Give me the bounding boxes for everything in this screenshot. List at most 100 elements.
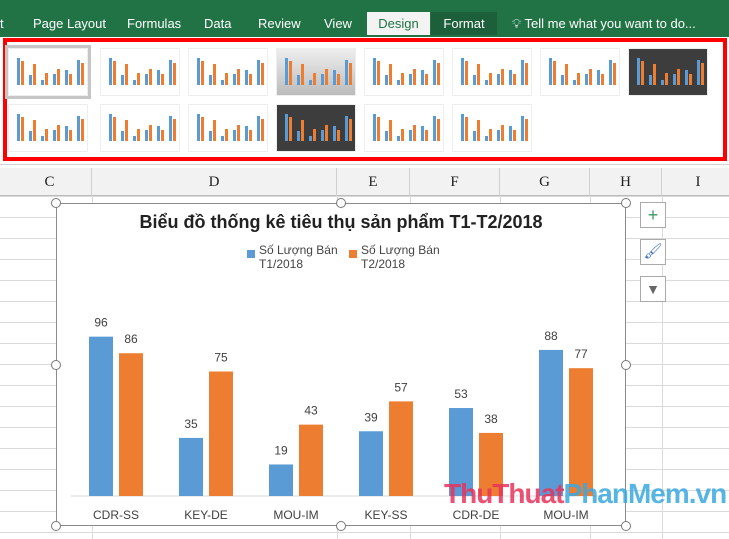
thumbnail-bar [501,125,504,141]
thumbnail-bar [549,58,552,85]
chart-style-thumbnail[interactable] [188,48,268,96]
chart-style-thumbnail[interactable] [452,104,532,152]
bar-2[interactable] [209,371,233,497]
thumbnail-bar [553,60,556,85]
thumbnail-bar [161,74,164,85]
chart-style-thumbnail[interactable] [100,104,180,152]
chart-style-thumbnail[interactable] [100,48,180,96]
chart-style-thumbnail[interactable] [5,45,91,99]
thumbnail-bar [437,119,440,141]
thumbnail-bar [525,119,528,141]
column-header-D[interactable]: D [92,168,337,196]
bar-2[interactable] [569,368,593,496]
grid-line [662,196,663,539]
resize-handle[interactable] [621,198,631,208]
tab-file[interactable]: t [0,16,4,31]
resize-handle[interactable] [621,359,631,370]
bar-1[interactable] [539,349,563,496]
bar-1[interactable] [89,336,113,496]
thumbnail-bar [565,64,568,85]
filter-icon: ▼ [646,281,660,297]
chart-elements-button[interactable]: + [640,202,666,228]
thumbnail-bar [425,74,428,85]
data-label: 43 [304,404,318,418]
column-header-I[interactable]: I [662,168,729,196]
thumbnail-bar [249,130,252,141]
chart-style-thumbnail[interactable] [540,48,620,96]
bar-2[interactable] [299,424,323,496]
thumbnail-bar [309,79,312,85]
thumbnail-bar [113,60,116,85]
column-header-E[interactable]: E [337,168,410,196]
chart-style-thumbnail[interactable] [276,48,356,96]
thumbnail-bar [29,75,32,85]
thumbnail-bar [413,69,416,85]
bar-1[interactable] [179,437,203,496]
column-header-G[interactable]: G [500,168,590,196]
thumbnail-bar [509,126,512,141]
column-header-F[interactable]: F [410,168,500,196]
chart-style-thumbnail[interactable] [628,48,708,96]
bar-2[interactable] [389,401,413,496]
tab-formulas[interactable]: Formulas [127,16,182,31]
tab-review[interactable]: Review [258,16,301,31]
chart[interactable]: Biểu đồ thống kê tiêu thụ sản phẩm T1-T2… [56,203,626,526]
tab-design[interactable]: Design [367,12,430,35]
resize-handle[interactable] [51,198,61,208]
thumbnail-bar [53,74,56,85]
resize-handle[interactable] [336,198,346,208]
thumbnail-bar [437,63,440,85]
tab-view[interactable]: View [324,16,352,31]
data-label: 19 [274,443,288,457]
chart-styles-button[interactable]: 🖌︎ [640,239,666,265]
legend-item-t2[interactable]: Số Lượng Bán T2/2018 [349,243,456,271]
chart-style-thumbnail[interactable] [364,48,444,96]
thumbnail-bar [173,119,176,141]
thumbnail-bar [465,60,468,85]
tab-data[interactable]: Data [204,16,232,31]
thumbnail-bar [649,75,652,85]
thumbnail-bar [77,60,80,85]
thumbnail-bar [609,60,612,85]
thumbnail-bar [173,63,176,85]
data-label: 53 [454,387,468,401]
thumbnail-bar [57,69,60,85]
thumbnail-bar [121,75,124,85]
bar-2[interactable] [119,353,143,496]
chart-filters-button[interactable]: ▼ [640,276,666,302]
thumbnail-bar [413,125,416,141]
chart-style-thumbnail[interactable] [8,104,88,152]
resize-handle[interactable] [336,521,346,531]
thumbnail-bar [477,120,480,141]
thumbnail-bar [109,114,112,141]
thumbnail-bar [513,130,516,141]
tab-page-layout[interactable]: Page Layout [33,16,107,31]
thumbnail-bar [237,125,240,141]
chart-title[interactable]: Biểu đồ thống kê tiêu thụ sản phẩm T1-T2… [139,212,543,232]
tell-me-search[interactable]: 💡︎ Tell me what you want to do... [512,16,696,31]
bar-1[interactable] [359,431,383,496]
column-header-C[interactable]: C [8,168,92,196]
bar-1[interactable] [269,464,293,496]
chart-style-thumbnail[interactable] [452,48,532,96]
thumbnail-bar [209,75,212,85]
chart-style-thumbnail[interactable] [364,104,444,152]
chart-style-thumbnail[interactable] [188,104,268,152]
plot-area: 96 86 CDR-SS 35 75 KEY-DE 19 43 MOU-IM 39 57 KEY-SS… [71,316,611,522]
column-header-H[interactable]: H [590,168,662,196]
resize-handle[interactable] [51,359,61,370]
tab-format[interactable]: Format [431,12,497,35]
thumbnail-bar [701,63,704,85]
legend-swatch [247,250,255,258]
bar-1[interactable] [449,408,473,496]
chart-style-thumbnail[interactable] [276,104,356,152]
resize-handle[interactable] [621,521,631,531]
thumbnail-bar [673,74,676,85]
bar-2[interactable] [479,432,503,496]
thumbnail-bar [261,119,264,141]
thumbnail-bar [337,74,340,85]
thumbnail-bar [221,135,224,141]
thumbnail-bar [137,72,140,85]
resize-handle[interactable] [51,521,61,531]
legend-item-t1[interactable]: Số Lượng Bán T1/2018 [247,243,354,271]
